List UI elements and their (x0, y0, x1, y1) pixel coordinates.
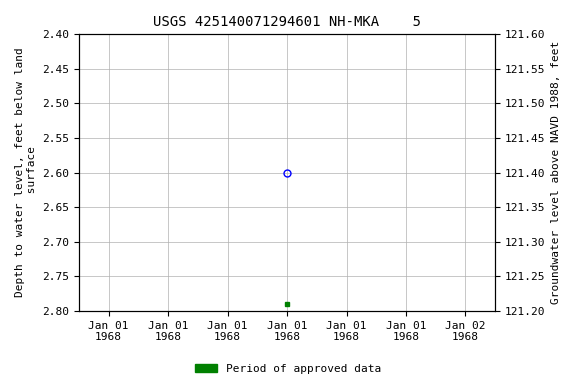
Legend: Period of approved data: Period of approved data (191, 359, 385, 379)
Title: USGS 425140071294601 NH-MKA    5: USGS 425140071294601 NH-MKA 5 (153, 15, 421, 29)
Y-axis label: Groundwater level above NAVD 1988, feet: Groundwater level above NAVD 1988, feet (551, 41, 561, 304)
Y-axis label: Depth to water level, feet below land
 surface: Depth to water level, feet below land su… (15, 48, 37, 298)
